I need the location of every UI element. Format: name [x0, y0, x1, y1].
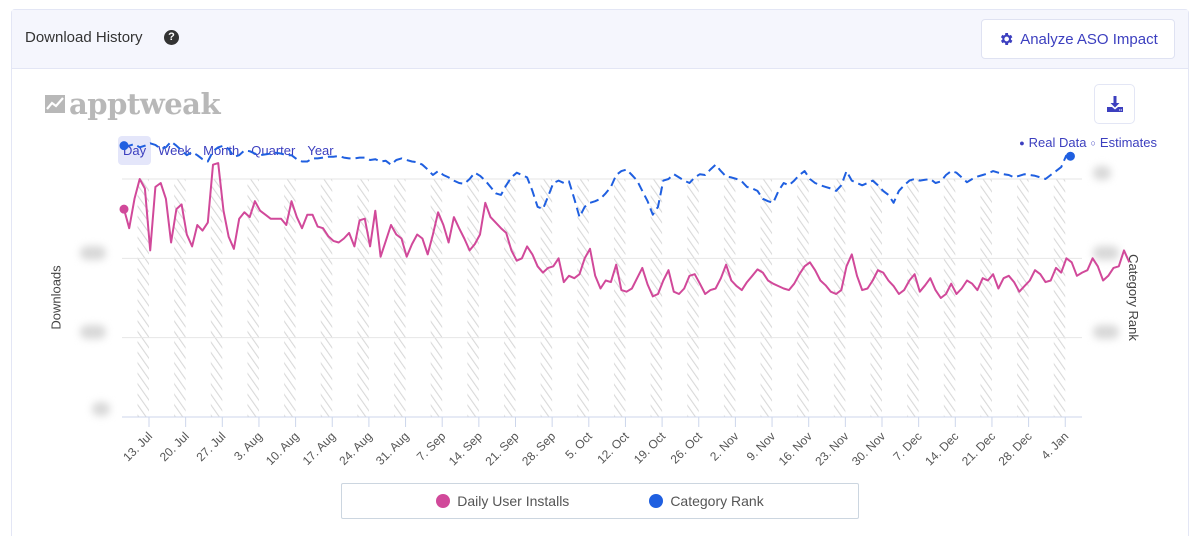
x-tick-label: 9. Nov [744, 429, 778, 463]
weekend-band [357, 179, 369, 417]
legend-dot-rank [649, 494, 664, 508]
x-tick-label: 2. Nov [707, 429, 741, 463]
weekend-band [797, 179, 809, 417]
x-tick-label: 14. Sep [446, 429, 485, 468]
weekend-band [907, 179, 919, 417]
weekend-band [650, 179, 663, 417]
x-tick-label: 12. Oct [594, 429, 632, 467]
period-year[interactable]: Year [307, 143, 334, 158]
x-tick-label: 27. Jul [194, 429, 229, 464]
period-month[interactable]: Month [203, 143, 240, 158]
installs-line [123, 162, 1131, 299]
x-tick-label: 28. Dec [996, 429, 1035, 468]
weekend-band [833, 179, 846, 417]
x-tick-label: 23. Nov [812, 429, 851, 468]
x-tick-label: 26. Oct [668, 429, 706, 467]
weekend-band [247, 179, 259, 417]
x-tick-label: 19. Oct [631, 429, 669, 467]
card-header: Download History ? Analyze ASO Impact [12, 10, 1188, 69]
weekend-band [284, 179, 296, 417]
y-right-tick-label [1093, 166, 1111, 180]
legend-label-rank: Category Rank [670, 493, 764, 509]
weekend-band [137, 179, 149, 417]
x-tick-label: 13. Jul [120, 429, 155, 464]
weekend-band [540, 179, 553, 417]
weekend-band [613, 179, 626, 417]
chart-trend-icon [45, 95, 65, 113]
weekend-band [174, 179, 186, 417]
aso-button-label: Analyze ASO Impact [1020, 30, 1158, 48]
x-tick-label: 17. Aug [300, 429, 339, 468]
x-tick-label: 7. Dec [890, 429, 924, 463]
estimates-option[interactable]: Estimates [1099, 135, 1157, 150]
x-tick-label: 10. Aug [263, 429, 302, 468]
weekend-band [1017, 179, 1029, 417]
period-day[interactable]: Day [118, 136, 152, 165]
x-tick-label: 24. Aug [336, 429, 375, 468]
weekend-band [320, 179, 333, 417]
x-tick-label: 16. Nov [776, 429, 815, 468]
weekend-band [943, 179, 956, 417]
y-left-tick-label [92, 402, 110, 416]
download-button[interactable] [1094, 84, 1135, 124]
y-right-tick-label [1093, 246, 1119, 260]
analyze-aso-impact-button[interactable]: Analyze ASO Impact [981, 19, 1175, 59]
data-mode-toggle: ● Real Data ○ Estimates [1019, 135, 1157, 150]
weekend-band [467, 179, 479, 417]
x-tick-label: 21. Sep [482, 429, 521, 468]
logo-text: apptweak [69, 87, 221, 121]
weekend-band [504, 179, 516, 417]
download-history-card: Download History ? Analyze ASO Impact [11, 9, 1189, 536]
weekend-band [760, 179, 773, 417]
estimates-dot: ○ [1090, 137, 1096, 148]
chart-legend: Daily User Installs Category Rank [341, 483, 859, 519]
weekend-band [430, 179, 443, 417]
x-tick-label: 21. Dec [959, 429, 998, 468]
legend-dot-installs [436, 494, 451, 508]
rank-start-marker [119, 141, 129, 151]
x-tick-label: 5. Oct [562, 429, 595, 462]
legend-item-rank[interactable]: Category Rank [649, 493, 764, 509]
y-left-tick-label [80, 325, 106, 339]
weekend-band [870, 179, 882, 417]
x-tick-label: 31. Aug [373, 429, 412, 468]
x-tick-label: 3. Aug [231, 429, 265, 463]
x-tick-label: 28. Sep [519, 429, 558, 468]
weekend-band [577, 179, 589, 417]
download-icon [1106, 96, 1123, 112]
weekend-band [723, 179, 736, 417]
y-left-tick-label [80, 246, 106, 260]
card-title: Download History [25, 29, 143, 46]
apptweak-logo: apptweak [45, 87, 221, 121]
weekend-band [210, 179, 223, 417]
x-tick-label: 7. Sep [414, 429, 449, 464]
period-selector: Day Week Month Quarter Year [118, 136, 339, 165]
legend-label-installs: Daily User Installs [457, 493, 570, 509]
gear-icon [1001, 33, 1013, 45]
x-tick-label: 20. Jul [157, 429, 192, 464]
x-tick-label: 30. Nov [849, 429, 888, 468]
weekend-band [394, 179, 406, 417]
installs-start-marker [119, 204, 129, 214]
real-data-dot: ● [1019, 137, 1025, 148]
rank-end-marker [1065, 151, 1075, 161]
y-right-tick-label [1093, 325, 1119, 339]
weekend-band [1053, 179, 1066, 417]
weekend-band [687, 179, 699, 417]
x-tick-label: 14. Dec [922, 429, 961, 468]
question-circle-icon[interactable]: ? [164, 30, 179, 45]
rank-line [124, 140, 1068, 219]
real-data-option[interactable]: Real Data [1028, 135, 1087, 150]
x-tick-label: 4. Jan [1038, 429, 1071, 462]
legend-item-installs[interactable]: Daily User Installs [436, 493, 569, 509]
weekend-band [980, 179, 992, 417]
